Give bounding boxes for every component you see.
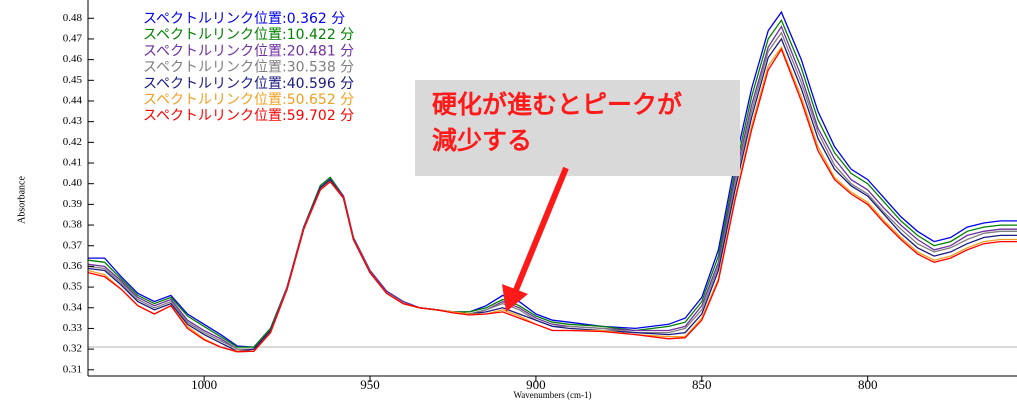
y-tick-label: 0.45 xyxy=(63,74,83,86)
plot-lines xyxy=(88,10,1017,353)
spectrum-line xyxy=(88,31,1017,350)
y-tick-label: 0.39 xyxy=(63,198,83,210)
y-tick-label: 0.44 xyxy=(63,95,83,107)
legend-entry: スペクトルリンク位置:50.652 分 xyxy=(143,92,354,108)
x-tick-label: 1000 xyxy=(191,377,217,392)
annotation-box xyxy=(415,80,740,176)
y-tick-label: 0.46 xyxy=(63,53,83,65)
y-tick-label: 0.41 xyxy=(63,157,82,169)
x-tick-label: 950 xyxy=(360,377,380,392)
spectrum-line xyxy=(88,10,1017,348)
y-tick-label: 0.35 xyxy=(63,281,83,293)
annotation-arrow xyxy=(513,166,569,292)
legend-entry: スペクトルリンク位置:20.481 分 xyxy=(143,43,354,59)
y-tick-label: 0.37 xyxy=(63,239,83,251)
y-tick-label: 0.36 xyxy=(63,260,83,272)
axes: 0.31 0.32 0.33 0.34 0.35 0.36 0.37 0.38 0.39 0.40… xyxy=(16,0,1017,400)
annotation-text: 硬化が進むとピークが xyxy=(432,90,682,119)
y-tick-label: 0.38 xyxy=(63,219,83,231)
legend-entry: スペクトルリンク位置:30.538 分 xyxy=(143,60,354,76)
annotation-text: 減少する xyxy=(432,126,532,155)
y-tick-label: 0.47 xyxy=(63,32,83,44)
legend-entry: スペクトルリンク位置:10.422 分 xyxy=(143,27,354,43)
y-tick-label: 0.32 xyxy=(63,343,82,355)
annotation-arrowhead xyxy=(502,284,528,312)
x-tick-label: 900 xyxy=(526,377,546,392)
y-tick-label: 0.34 xyxy=(63,301,83,313)
legend-entry: スペクトルリンク位置:40.596 分 xyxy=(143,76,354,92)
x-tick-label: 800 xyxy=(858,377,878,392)
x-axis-label: Wavenumbers (cm-1) xyxy=(514,390,592,400)
y-tick-label: 0.43 xyxy=(63,115,83,127)
legend-entry: スペクトルリンク位置:59.702 分 xyxy=(143,108,354,124)
x-tick-label: 850 xyxy=(692,377,712,392)
y-tick-label: 0.40 xyxy=(63,177,83,189)
y-tick-label: 0.42 xyxy=(63,136,82,148)
legend-entry: スペクトルリンク位置:0.362 分 xyxy=(143,11,345,27)
y-tick-label: 0.31 xyxy=(63,363,82,375)
y-tick-label: 0.33 xyxy=(63,322,83,334)
y-tick-label: 0.48 xyxy=(63,12,83,24)
y-axis-label: Absorbance xyxy=(16,176,27,224)
spectrum-line xyxy=(88,47,1017,353)
spectrum-line xyxy=(88,18,1017,348)
